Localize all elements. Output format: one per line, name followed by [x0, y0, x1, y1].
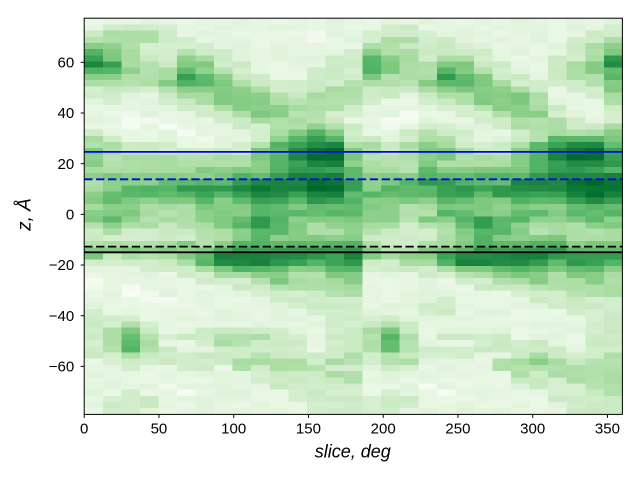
svg-text:350: 350 — [595, 420, 620, 437]
svg-text:250: 250 — [445, 420, 470, 437]
svg-text:40: 40 — [58, 105, 75, 122]
svg-text:−40: −40 — [49, 308, 74, 325]
svg-text:−60: −60 — [49, 359, 74, 376]
svg-text:200: 200 — [371, 420, 396, 437]
svg-text:−20: −20 — [49, 257, 74, 274]
svg-text:20: 20 — [58, 156, 75, 173]
svg-text:0: 0 — [66, 207, 74, 224]
svg-text:150: 150 — [296, 420, 321, 437]
svg-text:0: 0 — [80, 420, 88, 437]
svg-text:300: 300 — [520, 420, 545, 437]
svg-text:50: 50 — [151, 420, 168, 437]
svg-text:60: 60 — [58, 55, 75, 72]
svg-text:z, Å: z, Å — [15, 198, 36, 232]
svg-text:slice, deg: slice, deg — [315, 442, 391, 462]
svg-text:100: 100 — [221, 420, 246, 437]
